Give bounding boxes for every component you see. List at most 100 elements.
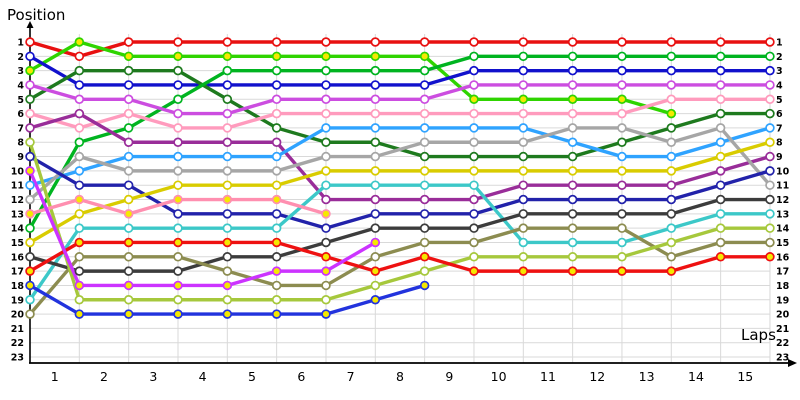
right-position-label-21: 21: [776, 324, 789, 335]
lap-tick-label-15: 15: [737, 369, 753, 384]
marker-car-pink-lap8: [419, 108, 430, 119]
marker-car-red2-lap0: [25, 266, 35, 276]
lap-tick-label-4: 4: [199, 369, 207, 384]
marker-car-navy-lap3: [173, 209, 183, 219]
marker-car-gray-lap13: [666, 137, 677, 147]
marker-car-red-lap2: [123, 37, 134, 47]
marker-car-skyblue-lap14: [715, 137, 726, 147]
right-position-label-1: 1: [776, 38, 783, 49]
marker-car-turquoise-lap1: [74, 223, 85, 233]
left-position-label-3: 3: [17, 66, 24, 77]
series-line-car-gold: [28, 140, 772, 245]
marker-car-turquoise-lap9: [469, 180, 479, 190]
marker-car-navy-lap8: [419, 209, 430, 219]
marker-car-red2-lap4: [222, 237, 233, 248]
marker-car-olive-lap2: [123, 252, 134, 262]
marker-car-pink-lap0: [25, 108, 35, 119]
marker-car-skyblue-lap13: [666, 151, 677, 162]
y-axis-title: Position: [7, 6, 66, 24]
marker-car-kelly-lap10: [518, 51, 529, 62]
marker-car-red2-lap6: [321, 252, 331, 262]
marker-car-red2-lap14: [715, 252, 726, 262]
marker-car-skyblue-lap9: [469, 123, 479, 133]
marker-car-gray-lap6: [321, 151, 331, 162]
marker-car-magenta-lap4: [222, 108, 233, 119]
right-position-label-7: 7: [776, 123, 783, 134]
marker-car-purple-lap5: [271, 137, 282, 147]
marker-car-red2-lap3: [173, 237, 183, 248]
marker-car-navy-lap6: [321, 223, 331, 233]
series-line-car-blue: [28, 54, 772, 87]
right-position-label-2: 2: [776, 52, 783, 63]
marker-car-black-lap6: [321, 237, 331, 248]
marker-car-magenta-lap10: [518, 80, 529, 90]
marker-car-violet2-lap3: [173, 280, 183, 291]
marker-car-olive-lap4: [222, 266, 233, 276]
marker-car-navy-lap7: [370, 209, 381, 219]
marker-car-chartreuse-lap1: [74, 295, 85, 305]
right-position-label-8: 8: [776, 138, 783, 149]
marker-car-forest-lap9: [469, 151, 479, 162]
marker-car-gray-lap12: [617, 123, 627, 133]
marker-car-black-lap15: [765, 194, 775, 205]
marker-car-pink-lap15: [765, 94, 775, 105]
marker-car-red-lap5: [271, 37, 282, 47]
marker-car-kelly-lap0: [25, 223, 35, 233]
marker-car-gray-lap5: [271, 166, 282, 176]
marker-car-forest-lap14: [715, 108, 726, 119]
marker-car-navy-lap1: [74, 180, 85, 190]
marker-car-turquoise-lap14: [715, 209, 726, 219]
marker-car-chartreuse-lap6: [321, 295, 331, 305]
marker-car-gold-lap14: [715, 151, 726, 162]
marker-car-red-lap14: [715, 37, 726, 47]
right-position-label-10: 10: [776, 166, 790, 177]
marker-car-blue-lap11: [567, 65, 578, 76]
marker-car-skyblue-lap15: [765, 123, 775, 133]
series-line-car-red2: [28, 240, 772, 273]
marker-car-purple-lap14: [715, 166, 726, 176]
marker-car-olive-lap0: [25, 309, 35, 319]
left-position-label-13: 13: [11, 209, 24, 220]
marker-car-navy-lap5: [271, 209, 282, 219]
marker-car-red2-lap7: [370, 266, 381, 276]
marker-car-olive-lap10: [518, 223, 529, 233]
marker-car-pink2-lap1: [74, 194, 85, 205]
marker-car-magenta-lap11: [567, 80, 578, 90]
lap-tick-label-2: 2: [100, 369, 108, 384]
marker-car-magenta-lap7: [370, 94, 381, 105]
marker-car-gray-lap9: [469, 137, 479, 147]
marker-car-gray-lap7: [370, 151, 381, 162]
marker-car-forest-lap8: [419, 151, 430, 162]
marker-car-chartreuse-lap15: [765, 223, 775, 233]
marker-car-pink2-lap4: [222, 194, 233, 205]
marker-car-blue2-lap0: [25, 280, 35, 291]
marker-car-forest-lap7: [370, 137, 381, 147]
left-position-label-15: 15: [11, 238, 24, 249]
marker-car-pink-lap2: [123, 108, 134, 119]
marker-car-olive-lap11: [567, 223, 578, 233]
left-position-label-8: 8: [17, 138, 24, 149]
marker-car-violet2-lap5: [271, 266, 282, 276]
left-position-label-21: 21: [11, 324, 24, 335]
marker-car-red2-lap5: [271, 237, 282, 248]
marker-car-purple-lap2: [123, 137, 134, 147]
marker-car-magenta-lap15: [765, 80, 775, 90]
marker-car-kelly-lap15: [765, 51, 775, 62]
marker-car-kelly-lap4: [222, 65, 233, 76]
series-line-car-olive: [28, 226, 772, 316]
right-position-label-17: 17: [776, 267, 789, 278]
marker-car-forest-lap1: [74, 65, 85, 76]
marker-car-pink-lap14: [715, 94, 726, 105]
left-position-label-12: 12: [11, 195, 24, 206]
marker-car-chartreuse-lap9: [469, 252, 479, 262]
marker-car-skyblue-lap4: [222, 151, 233, 162]
lap-tick-label-11: 11: [540, 369, 556, 384]
series-line-car-red: [28, 40, 772, 59]
marker-car-forest-lap5: [271, 123, 282, 133]
series-line-car-chartreuse: [28, 140, 772, 302]
marker-car-gold-lap0: [25, 237, 35, 248]
marker-car-magenta-lap1: [74, 94, 85, 105]
marker-car-chartreuse-lap14: [715, 223, 726, 233]
marker-car-gray-lap15: [765, 180, 775, 190]
right-position-label-4: 4: [776, 80, 783, 91]
